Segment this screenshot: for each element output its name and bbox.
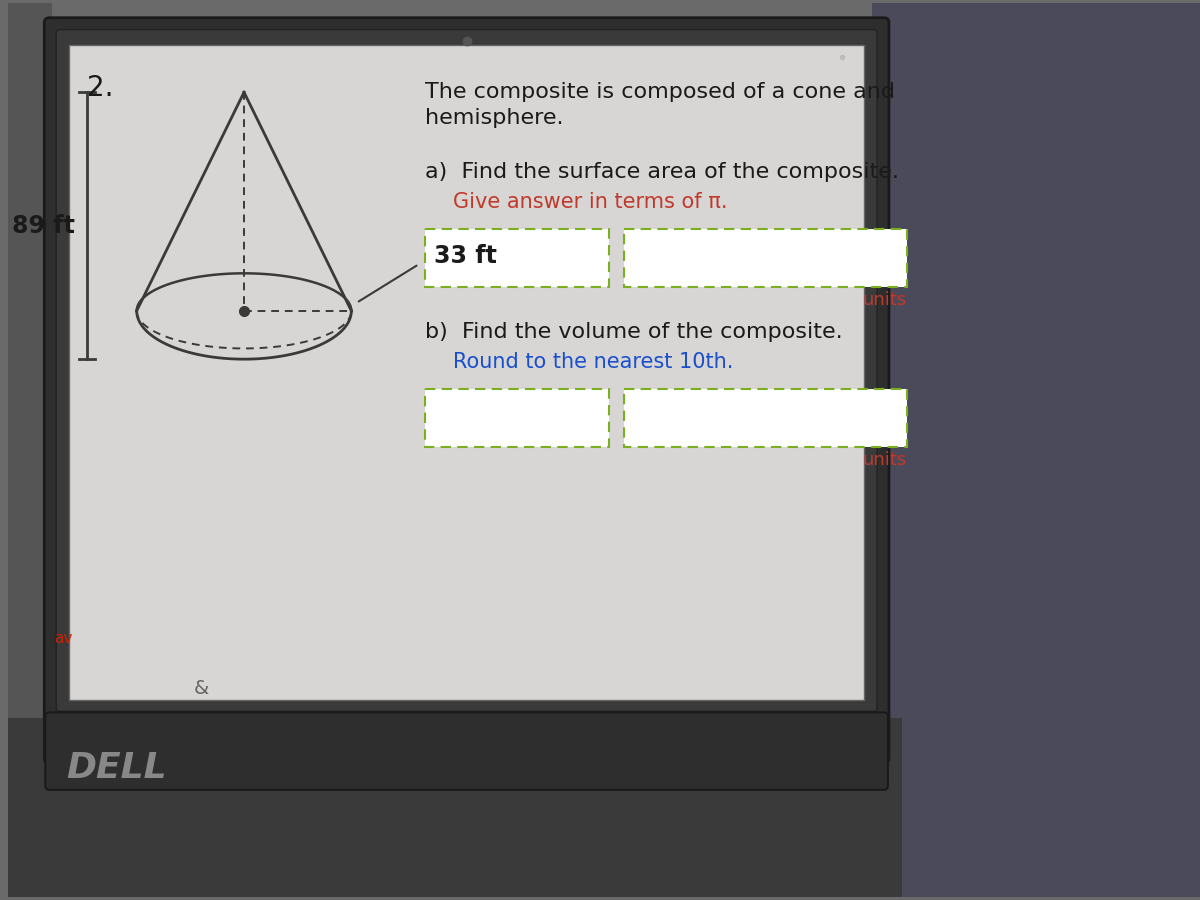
Text: units: units (863, 451, 907, 469)
Text: The composite is composed of a cone and: The composite is composed of a cone and (425, 82, 895, 103)
Text: av: av (54, 631, 72, 646)
Text: Round to the nearest 10th.: Round to the nearest 10th. (452, 352, 733, 372)
Text: Give answer in terms of π.: Give answer in terms of π. (452, 192, 727, 211)
Text: b)  Find the volume of the composite.: b) Find the volume of the composite. (425, 322, 842, 342)
FancyBboxPatch shape (56, 30, 877, 711)
Bar (7, 3, 53, 897)
FancyBboxPatch shape (44, 18, 889, 763)
Bar (7, 718, 902, 897)
Bar (872, 3, 1200, 897)
Bar (425, 390, 608, 447)
Text: 33 ft: 33 ft (434, 244, 497, 268)
Bar (425, 230, 608, 287)
Text: 2.: 2. (88, 75, 114, 103)
Bar (70, 45, 864, 700)
Text: 89 ft: 89 ft (12, 213, 76, 238)
Text: units: units (863, 291, 907, 309)
Bar (624, 230, 907, 287)
Text: DELL: DELL (66, 751, 167, 785)
Text: a)  Find the surface area of the composite.: a) Find the surface area of the composit… (425, 162, 899, 182)
Bar (624, 390, 907, 447)
FancyBboxPatch shape (46, 712, 888, 790)
Text: hemisphere.: hemisphere. (425, 108, 563, 128)
Text: &: & (193, 679, 209, 698)
